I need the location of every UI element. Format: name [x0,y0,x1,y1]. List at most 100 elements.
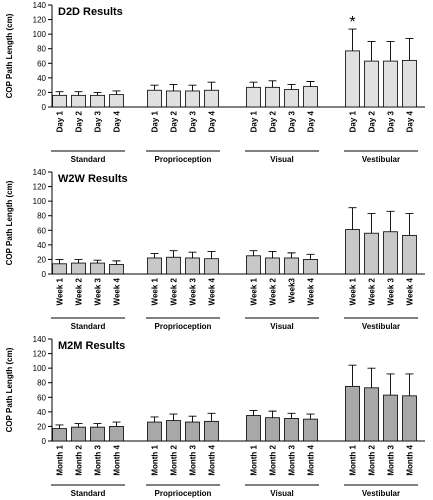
y-tick-label: 80 [37,212,46,221]
error-bar [268,410,277,418]
y-tick-label: 60 [37,393,46,402]
bar [185,90,200,108]
bar [364,232,379,275]
error-bar [169,250,178,258]
x-tick-label: Month 3 [288,444,297,475]
bar [71,426,86,442]
error-bar [93,259,102,264]
panel-title: D2D Results [58,6,123,18]
bar [71,262,86,275]
y-tick-label: 140 [33,168,47,177]
error-bar [268,250,277,258]
x-tick-label: Week 4 [307,277,316,305]
bar [364,387,379,442]
bar [166,256,181,275]
y-tick-label: 80 [37,379,46,388]
error-bar [306,81,315,87]
bar [345,50,360,108]
bar [345,229,360,275]
bar [402,395,417,442]
bar [52,263,67,275]
bar [246,86,261,108]
error-bar [249,81,258,88]
y-tick-label: 100 [33,364,47,373]
y-tick-label: 0 [42,270,47,279]
bar [303,418,318,442]
x-tick-label: Week 2 [269,277,278,305]
error-bar [207,250,216,259]
bar [166,90,181,108]
y-tick-label: 100 [33,30,47,39]
y-axis-label: COP Path Length (cm) [5,180,14,265]
error-bar [367,40,376,62]
bar [90,426,105,442]
y-tick-label: 60 [37,59,46,68]
error-bar [188,415,197,423]
x-tick-label: Day 1 [349,110,358,132]
error-bar [169,83,178,91]
x-tick-label: Week 1 [250,277,259,305]
bar [345,385,360,442]
bar [303,86,318,108]
bar [383,231,398,275]
error-bar [74,258,83,264]
error-bar [386,210,395,232]
group-label: Standard [71,322,106,331]
error-bar [367,367,376,388]
bar [383,60,398,108]
error-bar [405,373,414,396]
error-bar [306,253,315,260]
x-tick-label: Day 1 [151,110,160,132]
error-bar [268,80,277,88]
bar [303,259,318,275]
bar [109,94,124,108]
x-tick-label: Month 1 [151,444,160,475]
bar [204,420,219,442]
error-bar [188,84,197,91]
x-tick-label: Week 3 [94,277,103,305]
error-bar [405,213,414,236]
x-tick-label: Week 4 [406,277,415,305]
y-tick-label: 20 [37,422,46,431]
x-tick-label: Month 2 [170,444,179,475]
bar [265,86,280,108]
y-tick-label: 20 [37,255,46,264]
bar [109,426,124,442]
bar [284,257,299,275]
bar [265,417,280,442]
x-tick-label: Week 2 [75,277,84,305]
group-label: Proprioception [155,322,212,331]
x-tick-label: Week 1 [349,277,358,305]
bar [52,428,67,442]
error-bar [249,250,258,256]
group-label: Standard [71,489,106,498]
x-tick-label: Month 2 [75,444,84,475]
error-bar [287,252,296,258]
x-tick-label: Day 4 [307,110,316,132]
bar [284,89,299,108]
y-tick-label: 140 [33,335,47,344]
x-tick-label: Day 1 [250,110,259,132]
x-tick-label: Month 4 [113,444,122,475]
error-bar [169,413,178,421]
x-tick-label: Month 3 [189,444,198,475]
error-bar [348,207,357,230]
bar [402,234,417,275]
x-tick-label: Day 3 [288,110,297,132]
y-tick-label: 20 [37,88,46,97]
error-bar [55,424,64,429]
bar [383,394,398,442]
error-bar [150,416,159,423]
error-bar [74,91,83,96]
error-bar [74,423,83,428]
error-bar [150,84,159,91]
x-tick-label: Month 1 [250,444,259,475]
bar [147,89,162,108]
bar [90,94,105,108]
bar [52,94,67,108]
y-tick-label: 140 [33,1,47,10]
y-tick-label: 40 [37,241,46,250]
y-tick-label: 40 [37,74,46,83]
x-tick-label: Week 3 [387,277,396,305]
